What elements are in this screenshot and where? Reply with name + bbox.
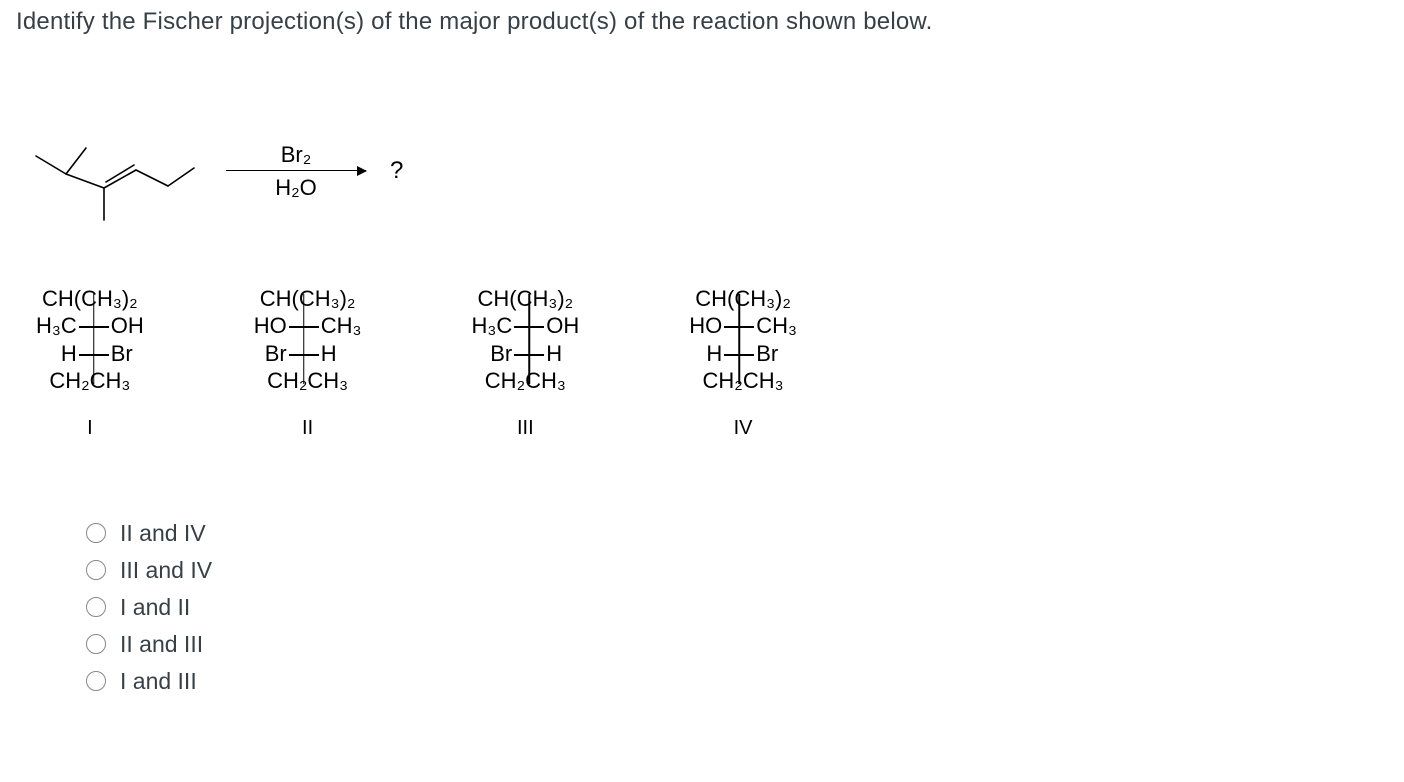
product-placeholder: ? (390, 157, 403, 185)
fischer-cross (724, 312, 754, 368)
fischer-cross (79, 312, 109, 368)
fischer-label: II (302, 417, 313, 440)
question-text: Identify the Fischer projection(s) of th… (16, 8, 1388, 36)
reaction-arrow: Br₂ H₂O (226, 142, 366, 201)
fischer-bottom: CH₂CH₃ (485, 368, 566, 394)
fischer-sub-left-2: Br (254, 341, 289, 367)
fischer-sub-right-1: CH₃ (754, 313, 797, 339)
fischer-label: IV (734, 417, 753, 440)
option-4[interactable]: II and III (86, 631, 1388, 658)
fischer-sub-left-1: H₃C (36, 313, 79, 339)
option-2[interactable]: III and IV (86, 557, 1388, 584)
option-5[interactable]: I and III (86, 668, 1388, 695)
radio-icon[interactable] (86, 671, 106, 691)
radio-icon[interactable] (86, 597, 106, 617)
option-label: I and III (120, 668, 197, 695)
fischer-sub-right-2: Br (109, 341, 144, 367)
fischer-label: I (87, 417, 93, 440)
fischer-bottom: CH₂CH₃ (703, 368, 784, 394)
fischer-sub-left-2: Br (471, 341, 514, 367)
fischer-bottom: CH₂CH₃ (267, 368, 348, 394)
radio-icon[interactable] (86, 560, 106, 580)
answer-options: II and IV III and IV I and II II and III… (86, 520, 1388, 695)
fischer-cross (514, 312, 544, 368)
fischer-sub-left-1: HO (689, 313, 724, 339)
option-label: I and II (120, 594, 190, 621)
fischer-bottom: CH₂CH₃ (49, 368, 130, 394)
fischer-sub-right-2: H (544, 341, 579, 367)
fischer-sub-right-1: CH₃ (319, 313, 362, 339)
radio-icon[interactable] (86, 634, 106, 654)
fischer-sub-left-1: HO (254, 313, 289, 339)
fischer-top: CH(CH₃)₂ (695, 286, 791, 312)
fischer-I: CH(CH₃)₂ H₃C OH H Br CH₂CH₃ I (36, 286, 144, 440)
fischer-cross (289, 312, 319, 368)
fischer-sub-right-2: Br (754, 341, 797, 367)
fischer-sub-right-2: H (319, 341, 362, 367)
option-label: II and III (120, 631, 203, 658)
option-1[interactable]: II and IV (86, 520, 1388, 547)
fischer-sub-left-2: H (689, 341, 724, 367)
reaction-scheme: Br₂ H₂O ? (16, 116, 1388, 226)
radio-icon[interactable] (86, 523, 106, 543)
option-label: II and IV (120, 520, 206, 547)
fischer-top: CH(CH₃)₂ (260, 286, 356, 312)
option-3[interactable]: I and II (86, 594, 1388, 621)
skeletal-structure (16, 116, 206, 226)
fischer-sub-left-2: H (36, 341, 79, 367)
fischer-sub-right-1: OH (109, 313, 144, 339)
fischer-III: CH(CH₃)₂ H₃C OH Br H CH₂CH₃ III (471, 286, 579, 440)
arrow-line (226, 170, 366, 171)
fischer-top: CH(CH₃)₂ (42, 286, 138, 312)
fischer-sub-right-1: OH (544, 313, 579, 339)
fischer-top: CH(CH₃)₂ (477, 286, 573, 312)
option-label: III and IV (120, 557, 212, 584)
fischer-II: CH(CH₃)₂ HO CH₃ Br H CH₂CH₃ II (254, 286, 362, 440)
fischer-IV: CH(CH₃)₂ HO CH₃ H Br CH₂CH₃ IV (689, 286, 797, 440)
fischer-label: III (517, 417, 534, 440)
reagent-top: Br₂ (281, 142, 312, 168)
reagent-bottom: H₂O (275, 175, 317, 201)
fischer-sub-left-1: H₃C (471, 313, 514, 339)
fischer-projections: CH(CH₃)₂ H₃C OH H Br CH₂CH₃ I CH(CH₃)₂ H… (36, 286, 1388, 440)
